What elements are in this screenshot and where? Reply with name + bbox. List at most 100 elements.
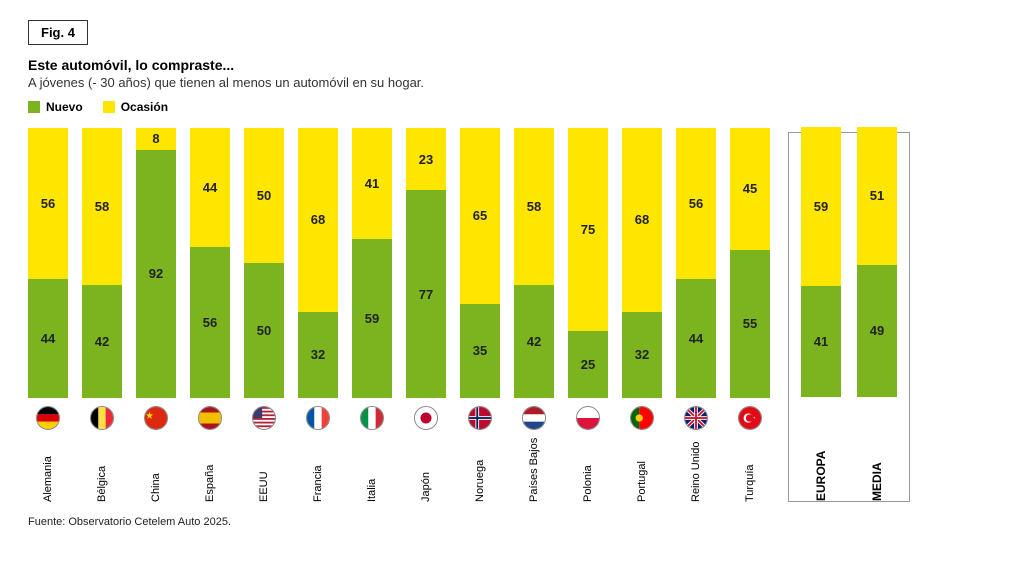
bar-column: 5842 Países Bajos: [514, 128, 554, 502]
legend-swatch-ocasion: [103, 101, 115, 113]
flag-icon: [360, 406, 384, 430]
chart-title: Este automóvil, lo compraste...: [28, 57, 996, 73]
legend: Nuevo Ocasión: [28, 100, 996, 114]
bar-stack: 6832: [622, 128, 662, 398]
bar-column: 2377 Japón: [406, 128, 446, 502]
bar-column: 892 China: [136, 128, 176, 502]
country-label: Portugal: [636, 440, 648, 502]
segment-ocasion: 8: [136, 128, 176, 150]
segment-ocasion: 41: [352, 128, 392, 239]
segment-nuevo: 44: [676, 279, 716, 398]
segment-nuevo: 55: [730, 250, 770, 399]
segment-nuevo: 44: [28, 279, 68, 398]
bar-stack: 4159: [352, 128, 392, 398]
bar-stack: 6832: [298, 128, 338, 398]
flag-icon: [252, 406, 276, 430]
country-label: EEUU: [258, 440, 270, 502]
segment-nuevo: 32: [298, 312, 338, 398]
bar-column: 5842 Bélgica: [82, 128, 122, 502]
flag-icon: [414, 406, 438, 430]
bar-stack: 5644: [28, 128, 68, 398]
segment-ocasion: 68: [622, 128, 662, 312]
bar-column: 5941 EUROPA: [801, 127, 841, 501]
segment-nuevo: 42: [82, 285, 122, 398]
bar-stack: 2377: [406, 128, 446, 398]
flag-icon: [198, 406, 222, 430]
legend-label-ocasion: Ocasión: [121, 100, 168, 114]
segment-ocasion: 59: [801, 127, 841, 286]
segment-ocasion: 75: [568, 128, 608, 331]
bar-stack: 7525: [568, 128, 608, 398]
segment-ocasion: 56: [676, 128, 716, 279]
segment-nuevo: 77: [406, 190, 446, 398]
country-label: España: [204, 440, 216, 502]
segment-nuevo: 42: [514, 285, 554, 398]
country-label: Japón: [420, 440, 432, 502]
segment-nuevo: 92: [136, 150, 176, 398]
country-label: Bélgica: [96, 440, 108, 502]
country-label: Italia: [366, 440, 378, 502]
segment-nuevo: 59: [352, 239, 392, 398]
bar-column: 4159 Italia: [352, 128, 392, 502]
country-label: Noruega: [474, 440, 486, 502]
bar-column: 6832 Francia: [298, 128, 338, 502]
bar-column: 4456 España: [190, 128, 230, 502]
bar-stack: 5149: [857, 127, 897, 397]
flag-icon: [36, 406, 60, 430]
chart-area: 5644Alemania5842Bélgica892China4456Españ…: [28, 132, 996, 502]
summary-box: 5941EUROPA5149MEDIA: [788, 132, 910, 502]
segment-ocasion: 58: [82, 128, 122, 285]
segment-nuevo: 56: [190, 247, 230, 398]
bar-column: 6832 Portugal: [622, 128, 662, 502]
flag-icon: [90, 406, 114, 430]
segment-ocasion: 65: [460, 128, 500, 304]
chart-subtitle: A jóvenes (- 30 años) que tienen al meno…: [28, 75, 996, 90]
segment-nuevo: 49: [857, 265, 897, 397]
bar-stack: 5941: [801, 127, 841, 397]
bar-stack: 5842: [82, 128, 122, 398]
bar-stack: 892: [136, 128, 176, 398]
bar-stack: 4456: [190, 128, 230, 398]
segment-ocasion: 58: [514, 128, 554, 285]
country-label: China: [150, 440, 162, 502]
segment-ocasion: 45: [730, 128, 770, 250]
segment-nuevo: 32: [622, 312, 662, 398]
figure-label: Fig. 4: [28, 20, 88, 45]
country-label: Polonia: [582, 440, 594, 502]
bar-stack: 5842: [514, 128, 554, 398]
source-note: Fuente: Observatorio Cetelem Auto 2025.: [28, 516, 996, 528]
segment-ocasion: 68: [298, 128, 338, 312]
segment-ocasion: 50: [244, 128, 284, 263]
segment-nuevo: 41: [801, 286, 841, 397]
country-label: Alemania: [42, 440, 54, 502]
flag-icon: [630, 406, 654, 430]
legend-label-nuevo: Nuevo: [46, 100, 83, 114]
bar-column: 4555 Turquía: [730, 128, 770, 502]
bar-stack: 5644: [676, 128, 716, 398]
flag-icon: [738, 406, 762, 430]
flag-icon: [306, 406, 330, 430]
bar-stack: 5050: [244, 128, 284, 398]
segment-nuevo: 25: [568, 331, 608, 399]
bar-column: 5050 EEUU: [244, 128, 284, 502]
country-label: Turquía: [744, 440, 756, 502]
segment-ocasion: 56: [28, 128, 68, 279]
country-label: EUROPA: [814, 439, 828, 501]
segment-ocasion: 44: [190, 128, 230, 247]
bar-column: 7525 Polonia: [568, 128, 608, 502]
flag-icon: [468, 406, 492, 430]
bar-column: 6535 Noruega: [460, 128, 500, 502]
legend-item-nuevo: Nuevo: [28, 100, 83, 114]
segment-ocasion: 23: [406, 128, 446, 190]
country-bars: 5644Alemania5842Bélgica892China4456Españ…: [28, 132, 770, 502]
legend-item-ocasion: Ocasión: [103, 100, 168, 114]
bar-stack: 6535: [460, 128, 500, 398]
bar-column: 5149 MEDIA: [857, 127, 897, 501]
country-label: Francia: [312, 440, 324, 502]
segment-ocasion: 51: [857, 127, 897, 265]
country-label: MEDIA: [870, 439, 884, 501]
bar-column: 5644Reino Unido: [676, 128, 716, 502]
segment-nuevo: 50: [244, 263, 284, 398]
country-label: Países Bajos: [528, 440, 540, 502]
flag-icon: [684, 406, 708, 430]
